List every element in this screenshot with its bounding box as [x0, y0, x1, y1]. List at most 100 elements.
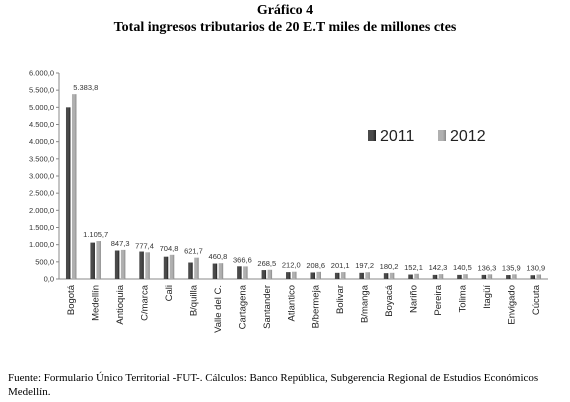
x-tick-label: Boyacá [384, 284, 395, 316]
x-tick-label: Bolivar [335, 285, 346, 314]
figure-label: Gráfico 4 [256, 3, 314, 18]
x-tick-label: Cúcuta [531, 284, 542, 315]
bar-2012-3 [145, 252, 150, 279]
x-tick-label: Tolima [457, 284, 468, 312]
bar-2011-9 [286, 272, 291, 279]
bar-2011-6 [212, 263, 218, 279]
legend-swatch-2012 [438, 130, 446, 141]
bar-2011-12 [359, 272, 364, 279]
x-tick-label: Cali [164, 285, 175, 301]
bar-2012-14 [414, 273, 419, 279]
data-label: 152,1 [404, 263, 423, 272]
data-label: 268,5 [257, 259, 276, 268]
bar-2012-1 [96, 241, 101, 279]
x-tick-label: Bogotá [66, 284, 77, 315]
y-tick-label: 5.500,0 [29, 86, 54, 95]
chart-title: Total ingresos tributarios de 20 E.T mil… [113, 20, 457, 35]
bar-2012-12 [365, 272, 370, 279]
bar-2011-19 [530, 275, 536, 279]
y-tick-label: 3.500,0 [29, 154, 54, 163]
bar-2011-15 [432, 274, 438, 279]
y-tick-label: 1.500,0 [29, 223, 54, 232]
data-label: 180,2 [380, 262, 399, 271]
y-tick-label: 4.500,0 [29, 120, 54, 129]
data-label: 136,3 [477, 263, 496, 272]
y-tick-label: 500,0 [35, 257, 54, 266]
bar-2011-4 [163, 256, 169, 279]
legend-swatch-2011 [368, 130, 376, 141]
x-tick-label: Envigado [506, 285, 517, 325]
bar-2012-10 [316, 271, 321, 279]
bar-2012-11 [340, 272, 346, 279]
bar-2011-13 [383, 273, 389, 279]
x-tick-label: Santander [262, 285, 273, 329]
data-label: 135,9 [502, 263, 521, 272]
x-tick-label: Itagüí [482, 285, 493, 309]
y-axis: 0,0 500,0 1.000,0 1.500,0 2.000,0 2.500,0 3.00… [29, 69, 548, 284]
y-tick-label: 0,0 [44, 275, 54, 284]
data-label: 208,6 [306, 261, 325, 270]
bar-2011-7 [237, 266, 242, 279]
data-label: 142,3 [429, 263, 448, 272]
bar-2011-18 [506, 275, 511, 279]
data-label: 201,1 [331, 261, 350, 270]
source-note: Fuente: Formulario Único Territorial -FU… [8, 372, 539, 398]
data-label: 366,6 [233, 255, 252, 264]
bar-2012-7 [243, 266, 248, 279]
data-label: 460,8 [209, 252, 228, 261]
y-tick-label: 4.000,0 [29, 137, 54, 146]
bar-2011-10 [310, 272, 315, 279]
bar-2012-0 [71, 94, 77, 280]
y-tick-label: 3.000,0 [29, 172, 54, 181]
data-label: 5.383,8 [73, 83, 98, 92]
data-label: 1.105,7 [83, 230, 108, 239]
bar-2012-6 [218, 263, 224, 279]
bar-2011-16 [457, 274, 462, 279]
bar-2011-8 [261, 270, 267, 279]
bar-2012-17 [487, 274, 493, 279]
data-label: 212,0 [282, 261, 301, 270]
bar-2012-5 [194, 257, 199, 279]
y-tick-label: 6.000,0 [29, 69, 54, 78]
bars [65, 94, 542, 280]
x-tick-label: C/marca [140, 284, 151, 321]
x-tick-label: Valle del C. [213, 285, 224, 333]
data-label: 130,9 [526, 264, 545, 273]
data-label: 197,2 [355, 261, 374, 270]
bar-2012-9 [292, 271, 297, 279]
bar-2012-13 [389, 272, 395, 279]
legend-label-2012: 2012 [450, 128, 486, 145]
y-tick-label: 1.000,0 [29, 240, 54, 249]
y-tick-label: 2.000,0 [29, 206, 54, 215]
x-tick-label: Antioquia [115, 284, 126, 324]
bar-2012-15 [438, 274, 444, 279]
x-tick-label: B/bermeja [311, 284, 322, 328]
bar-2012-2 [120, 249, 126, 279]
bar-2011-5 [188, 262, 193, 279]
x-axis-categories: Bogotá Medellín Antioquia C/marca Cali B/quil… [66, 284, 542, 333]
bar-2012-8 [267, 269, 273, 279]
data-label: 621,7 [184, 247, 203, 256]
bar-2012-18 [512, 274, 517, 279]
x-tick-label: Nariño [409, 285, 420, 313]
bar-2012-19 [536, 274, 542, 279]
data-label: 704,8 [160, 244, 179, 253]
legend-label-2011: 2011 [380, 128, 415, 145]
x-tick-label: Atlantico [286, 285, 297, 321]
x-tick-label: B/manga [360, 284, 371, 323]
y-tick-label: 5.000,0 [29, 103, 54, 112]
bar-2011-14 [408, 274, 413, 279]
bar-2012-16 [463, 274, 468, 279]
legend: 2011 2012 [368, 128, 486, 145]
x-tick-label: Medellín [91, 285, 102, 321]
bar-2011-0 [65, 107, 71, 279]
x-tick-label: B/quilla [188, 284, 199, 316]
data-label: 140,5 [453, 263, 472, 272]
bar-2011-1 [90, 242, 95, 279]
bar-2011-3 [139, 251, 144, 279]
bar-2011-11 [334, 272, 340, 279]
bar-2011-2 [114, 250, 120, 279]
x-tick-label: Pereira [433, 284, 444, 315]
y-tick-label: 2.500,0 [29, 189, 54, 198]
